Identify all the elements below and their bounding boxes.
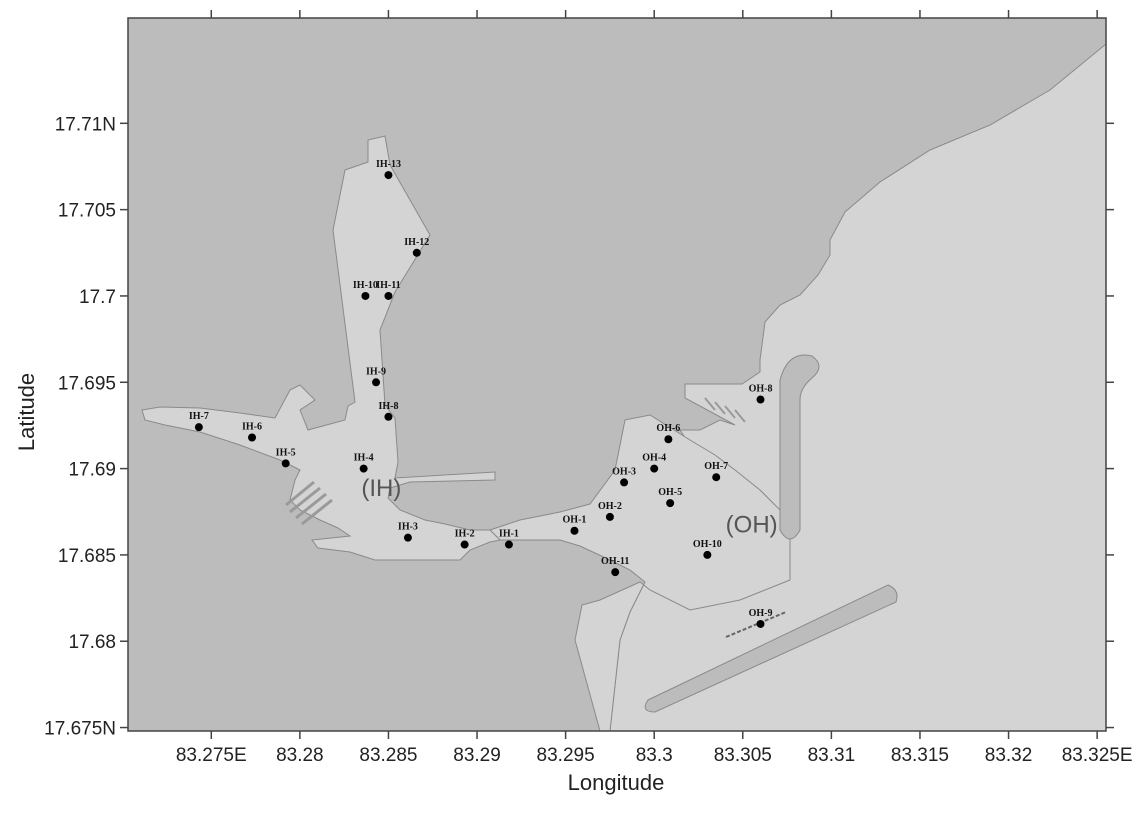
y-tick-label: 17.685: [58, 546, 116, 567]
station-label: OH-9: [749, 608, 773, 619]
southern-breakwater: [644, 584, 898, 713]
sampling-stations: IH-1 IH-2 IH-3 IH-4 IH-5 IH-6 IH-7 IH-8 IH-9 IH-1…: [189, 159, 773, 628]
y-tick-label: 17.695: [58, 373, 116, 394]
station-marker: [412, 248, 421, 257]
station-label: IH-11: [376, 280, 400, 291]
station-marker: [384, 171, 393, 180]
station-marker: [756, 619, 765, 628]
y-tick-label: 17.71N: [55, 114, 116, 135]
station-marker: [664, 435, 673, 444]
inner-harbour-water: [141, 135, 502, 561]
station-marker: [372, 378, 381, 387]
station-label: IH-5: [276, 447, 296, 458]
station-marker: [504, 540, 513, 549]
station-label: IH-4: [354, 453, 374, 464]
station-label: IH-2: [455, 529, 475, 540]
station-label: OH-5: [658, 487, 682, 498]
y-axis-ticks: 17.675N 17.68 17.685 17.69 17.695 17.7 17.705 1…: [44, 114, 1114, 740]
station-marker: [361, 291, 370, 300]
station-marker: [570, 526, 579, 535]
station-marker: [611, 568, 620, 577]
plot-frame: [127, 17, 1107, 732]
station-marker: [620, 478, 629, 487]
x-tick-label: 83.325E: [1062, 745, 1133, 766]
station-label: IH-1: [499, 529, 519, 540]
inner-jetty-hatching: [285, 480, 333, 526]
x-tick-label: 83.295: [537, 745, 595, 766]
station-marker: [756, 395, 765, 404]
x-tick-label: 83.3: [636, 745, 673, 766]
x-tick-label: 83.29: [453, 745, 501, 766]
x-axis-title: Longitude: [568, 770, 665, 795]
station-label: IH-12: [404, 237, 429, 248]
area-label: (OH): [726, 511, 778, 538]
y-tick-label: 17.705: [58, 201, 116, 222]
station-marker: [650, 464, 659, 473]
station-label: IH-9: [366, 366, 386, 377]
station-label: IH-8: [378, 401, 398, 412]
y-tick-label: 17.69: [68, 460, 116, 481]
station-marker: [712, 473, 721, 482]
station-marker: [359, 464, 368, 473]
station-label: OH-6: [656, 423, 680, 434]
station-label: OH-3: [612, 466, 636, 477]
station-marker: [460, 540, 469, 549]
station-label: OH-2: [598, 501, 622, 512]
station-label: IH-6: [242, 422, 262, 433]
station-label: OH-8: [749, 384, 773, 395]
station-marker: [403, 533, 412, 542]
station-label: OH-7: [704, 461, 728, 472]
outer-jetty-hatching: [704, 397, 746, 423]
station-marker: [703, 550, 712, 559]
station-label: OH-10: [693, 539, 722, 550]
station-marker: [384, 412, 393, 421]
station-label: OH-11: [601, 556, 629, 567]
station-label: IH-3: [398, 522, 418, 533]
x-tick-label: 83.28: [276, 745, 324, 766]
station-label: IH-7: [189, 411, 209, 422]
station-marker: [666, 499, 675, 508]
x-axis-ticks: 83.275E 83.28 83.285 83.29 83.295 83.3 83.305 8…: [176, 10, 1133, 766]
x-tick-label: 83.275E: [176, 745, 247, 766]
x-tick-label: 83.315: [891, 745, 949, 766]
station-marker: [605, 512, 614, 521]
chain-boom: [725, 611, 787, 638]
x-tick-label: 83.305: [714, 745, 772, 766]
eastern-breakwater: [779, 354, 820, 540]
station-label: OH-4: [642, 453, 666, 464]
y-tick-label: 17.68: [68, 632, 116, 653]
x-tick-label: 83.285: [359, 745, 417, 766]
station-label: OH-1: [563, 515, 587, 526]
y-tick-label: 17.7: [79, 287, 116, 308]
x-tick-label: 83.32: [985, 745, 1033, 766]
outer-harbour-water: [489, 414, 791, 732]
area-label: (IH): [361, 475, 401, 502]
station-marker: [194, 423, 203, 432]
station-marker: [281, 459, 290, 468]
y-tick-label: 17.675N: [44, 719, 116, 740]
station-marker: [384, 291, 393, 300]
area-labels: (IH) (OH): [361, 475, 777, 538]
y-axis-title: Latitude: [14, 373, 39, 451]
station-marker: [248, 433, 257, 442]
x-tick-label: 83.31: [808, 745, 856, 766]
station-label: IH-10: [353, 280, 378, 291]
station-label: IH-13: [376, 159, 401, 170]
